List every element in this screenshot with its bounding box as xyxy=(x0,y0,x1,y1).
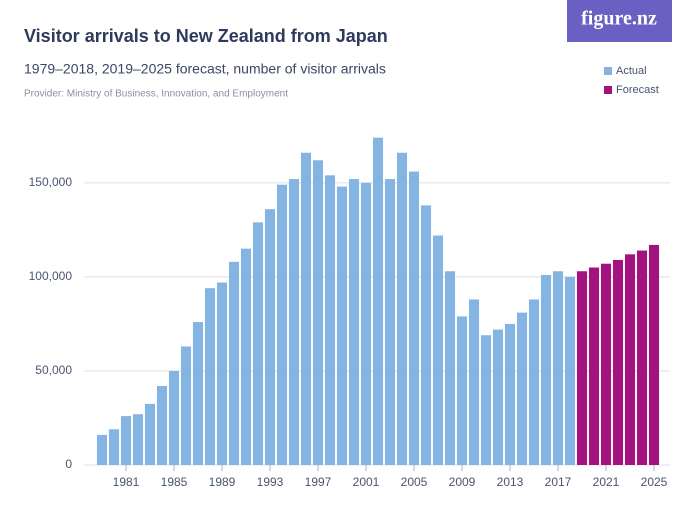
bar xyxy=(552,271,564,465)
x-tick-label: 2013 xyxy=(497,475,524,489)
x-tick-label: 1993 xyxy=(257,475,284,489)
bar xyxy=(144,403,156,465)
bar xyxy=(576,271,588,465)
bar xyxy=(168,370,180,465)
bar xyxy=(456,316,468,465)
legend-swatch xyxy=(604,86,612,94)
bar xyxy=(252,222,264,465)
legend-swatch xyxy=(604,67,612,75)
bar xyxy=(276,184,288,465)
bar xyxy=(204,288,216,465)
y-tick-label: 0 xyxy=(65,457,72,471)
x-tick-label: 2021 xyxy=(593,475,620,489)
bar xyxy=(432,235,444,465)
bar xyxy=(132,414,144,465)
bar xyxy=(228,261,240,465)
logo: figure.nz xyxy=(581,8,657,30)
bar xyxy=(288,179,300,465)
logo-box xyxy=(567,0,672,42)
x-tick-label: 2001 xyxy=(353,475,380,489)
bar xyxy=(516,312,528,465)
y-tick-label: 100,000 xyxy=(29,269,73,283)
x-tick-label: 2017 xyxy=(545,475,572,489)
legend-label: Forecast xyxy=(616,84,659,96)
bar xyxy=(360,182,372,466)
bar xyxy=(96,434,108,465)
bar xyxy=(180,346,192,465)
bar xyxy=(372,137,384,465)
bar xyxy=(264,209,276,465)
legend-label: Actual xyxy=(616,65,647,77)
bar xyxy=(120,416,132,465)
bar xyxy=(408,171,420,466)
bar xyxy=(624,254,636,465)
bar xyxy=(492,329,504,465)
bar xyxy=(528,299,540,465)
bar xyxy=(480,335,492,465)
bar xyxy=(336,186,348,465)
x-tick-label: 2005 xyxy=(401,475,428,489)
bar xyxy=(108,429,120,465)
source: Provider: Ministry of Business, Innovati… xyxy=(24,89,288,100)
bar xyxy=(540,275,552,465)
x-tick-label: 2025 xyxy=(641,475,668,489)
bar xyxy=(612,259,624,465)
bar xyxy=(348,179,360,465)
bar xyxy=(420,205,432,465)
bar xyxy=(240,248,252,465)
x-tick-label: 2009 xyxy=(449,475,476,489)
x-tick-label: 1985 xyxy=(161,475,188,489)
bar xyxy=(504,323,516,465)
bar xyxy=(156,385,168,465)
bar xyxy=(564,276,576,465)
bar xyxy=(324,175,336,465)
bar xyxy=(468,299,480,465)
x-tick-label: 1981 xyxy=(113,475,140,489)
bar xyxy=(396,152,408,465)
y-tick-label: 50,000 xyxy=(35,363,72,377)
x-tick-label: 1997 xyxy=(305,475,332,489)
bar xyxy=(648,244,660,465)
bar xyxy=(384,179,396,465)
bar xyxy=(300,152,312,465)
bar xyxy=(192,322,204,465)
bar xyxy=(444,271,456,465)
chart-subtitle: 1979–2018, 2019–2025 forecast, number of… xyxy=(24,61,386,77)
bar xyxy=(312,160,324,465)
x-tick-label: 1989 xyxy=(209,475,236,489)
bar xyxy=(600,263,612,465)
bar xyxy=(588,267,600,465)
bar xyxy=(636,250,648,465)
bar xyxy=(216,282,228,465)
y-tick-label: 150,000 xyxy=(29,175,73,189)
chart-title: Visitor arrivals to New Zealand from Jap… xyxy=(24,26,388,46)
